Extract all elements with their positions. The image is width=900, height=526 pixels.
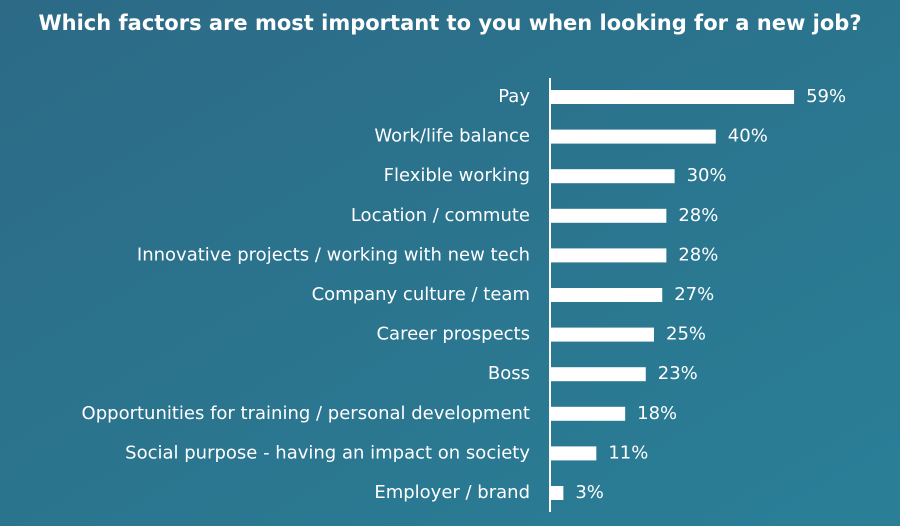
- category-label: Boss: [488, 363, 530, 384]
- value-label: 40%: [728, 126, 768, 147]
- category-label: Location / commute: [351, 205, 530, 226]
- bar: [551, 90, 795, 104]
- category-label: Work/life balance: [374, 126, 530, 147]
- bar: [551, 486, 564, 500]
- value-label: 27%: [674, 284, 714, 305]
- category-label: Social purpose - having an impact on soc…: [125, 442, 530, 463]
- bar: [551, 248, 667, 263]
- bar: [551, 288, 663, 302]
- value-label: 30%: [687, 165, 727, 186]
- bar: [551, 169, 675, 184]
- value-label: 25%: [666, 324, 706, 345]
- category-label: Company culture / team: [312, 284, 530, 305]
- value-label: 28%: [678, 244, 718, 265]
- category-label: Flexible working: [384, 165, 530, 186]
- value-label: 3%: [575, 482, 604, 503]
- bar: [551, 129, 716, 144]
- category-label: Pay: [498, 86, 530, 107]
- value-label: 18%: [637, 403, 677, 424]
- bar: [551, 406, 626, 421]
- value-label: 23%: [658, 363, 698, 384]
- category-label: Career prospects: [376, 324, 530, 345]
- bar: [551, 446, 597, 461]
- category-label: Employer / brand: [374, 482, 530, 503]
- bar: [551, 327, 654, 342]
- value-label: 28%: [678, 205, 718, 226]
- chart-title: Which factors are most important to you …: [38, 11, 861, 35]
- bar: [551, 367, 646, 382]
- value-label: 11%: [608, 442, 648, 463]
- value-label: 59%: [806, 86, 846, 107]
- category-label: Opportunities for training / personal de…: [82, 403, 530, 424]
- category-label: Innovative projects / working with new t…: [137, 244, 530, 265]
- bar: [551, 208, 667, 223]
